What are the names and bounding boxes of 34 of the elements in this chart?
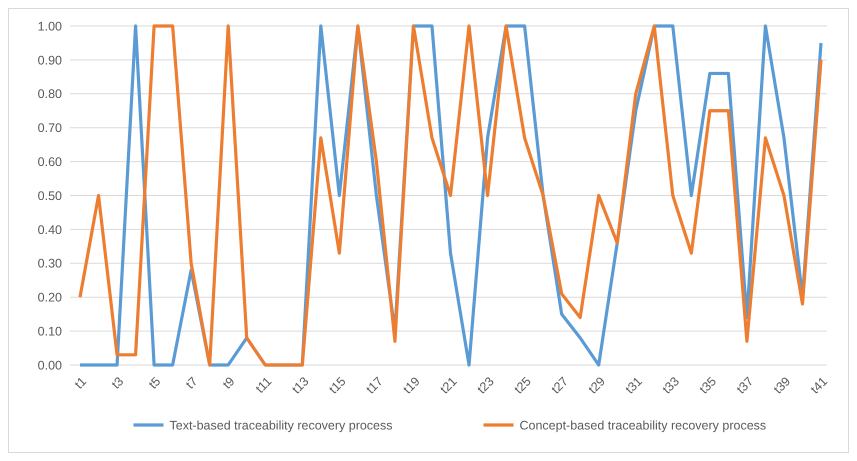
x-tick-label: t19 <box>400 374 423 397</box>
x-tick-label: t31 <box>622 374 645 397</box>
x-tick-label: t3 <box>108 374 126 392</box>
y-tick-label: 0.50 <box>38 188 62 203</box>
y-tick-label: 0.40 <box>38 222 62 237</box>
x-tick-label: t13 <box>289 374 312 397</box>
y-tick-label: 1.00 <box>38 19 62 34</box>
x-tick-label: t5 <box>146 374 164 392</box>
y-tick-label: 0.70 <box>38 121 62 136</box>
x-tick-label: t23 <box>474 374 497 397</box>
x-tick-label: t33 <box>660 374 682 397</box>
x-tick-label: t41 <box>808 374 830 397</box>
x-tick-label: t37 <box>734 374 756 397</box>
x-tick-label: t7 <box>183 374 200 392</box>
x-tick-label: t1 <box>72 374 90 392</box>
x-tick-label: t9 <box>220 374 238 392</box>
x-tick-label: t35 <box>696 374 720 397</box>
y-tick-label: 0.10 <box>38 324 62 338</box>
y-tick-label: 0.60 <box>38 154 62 169</box>
legend-label: Concept-based traceability recovery process <box>520 418 766 432</box>
x-tick-label: t11 <box>252 374 274 396</box>
x-tick-label: t21 <box>438 374 460 397</box>
x-tick-label: t17 <box>363 374 386 397</box>
x-tick-label: t25 <box>512 374 534 397</box>
y-tick-label: 0.80 <box>38 87 62 102</box>
x-tick-label: t29 <box>586 374 608 397</box>
x-tick-label: t15 <box>326 374 349 397</box>
x-tick-label: t39 <box>770 374 794 397</box>
y-tick-label: 0.20 <box>38 290 62 305</box>
legend-label: Text-based traceability recovery process <box>170 418 393 432</box>
x-tick-label: t27 <box>548 374 571 397</box>
y-tick-label: 0.00 <box>38 358 62 372</box>
y-tick-label: 0.90 <box>38 53 62 68</box>
y-tick-label: 0.30 <box>38 256 62 271</box>
